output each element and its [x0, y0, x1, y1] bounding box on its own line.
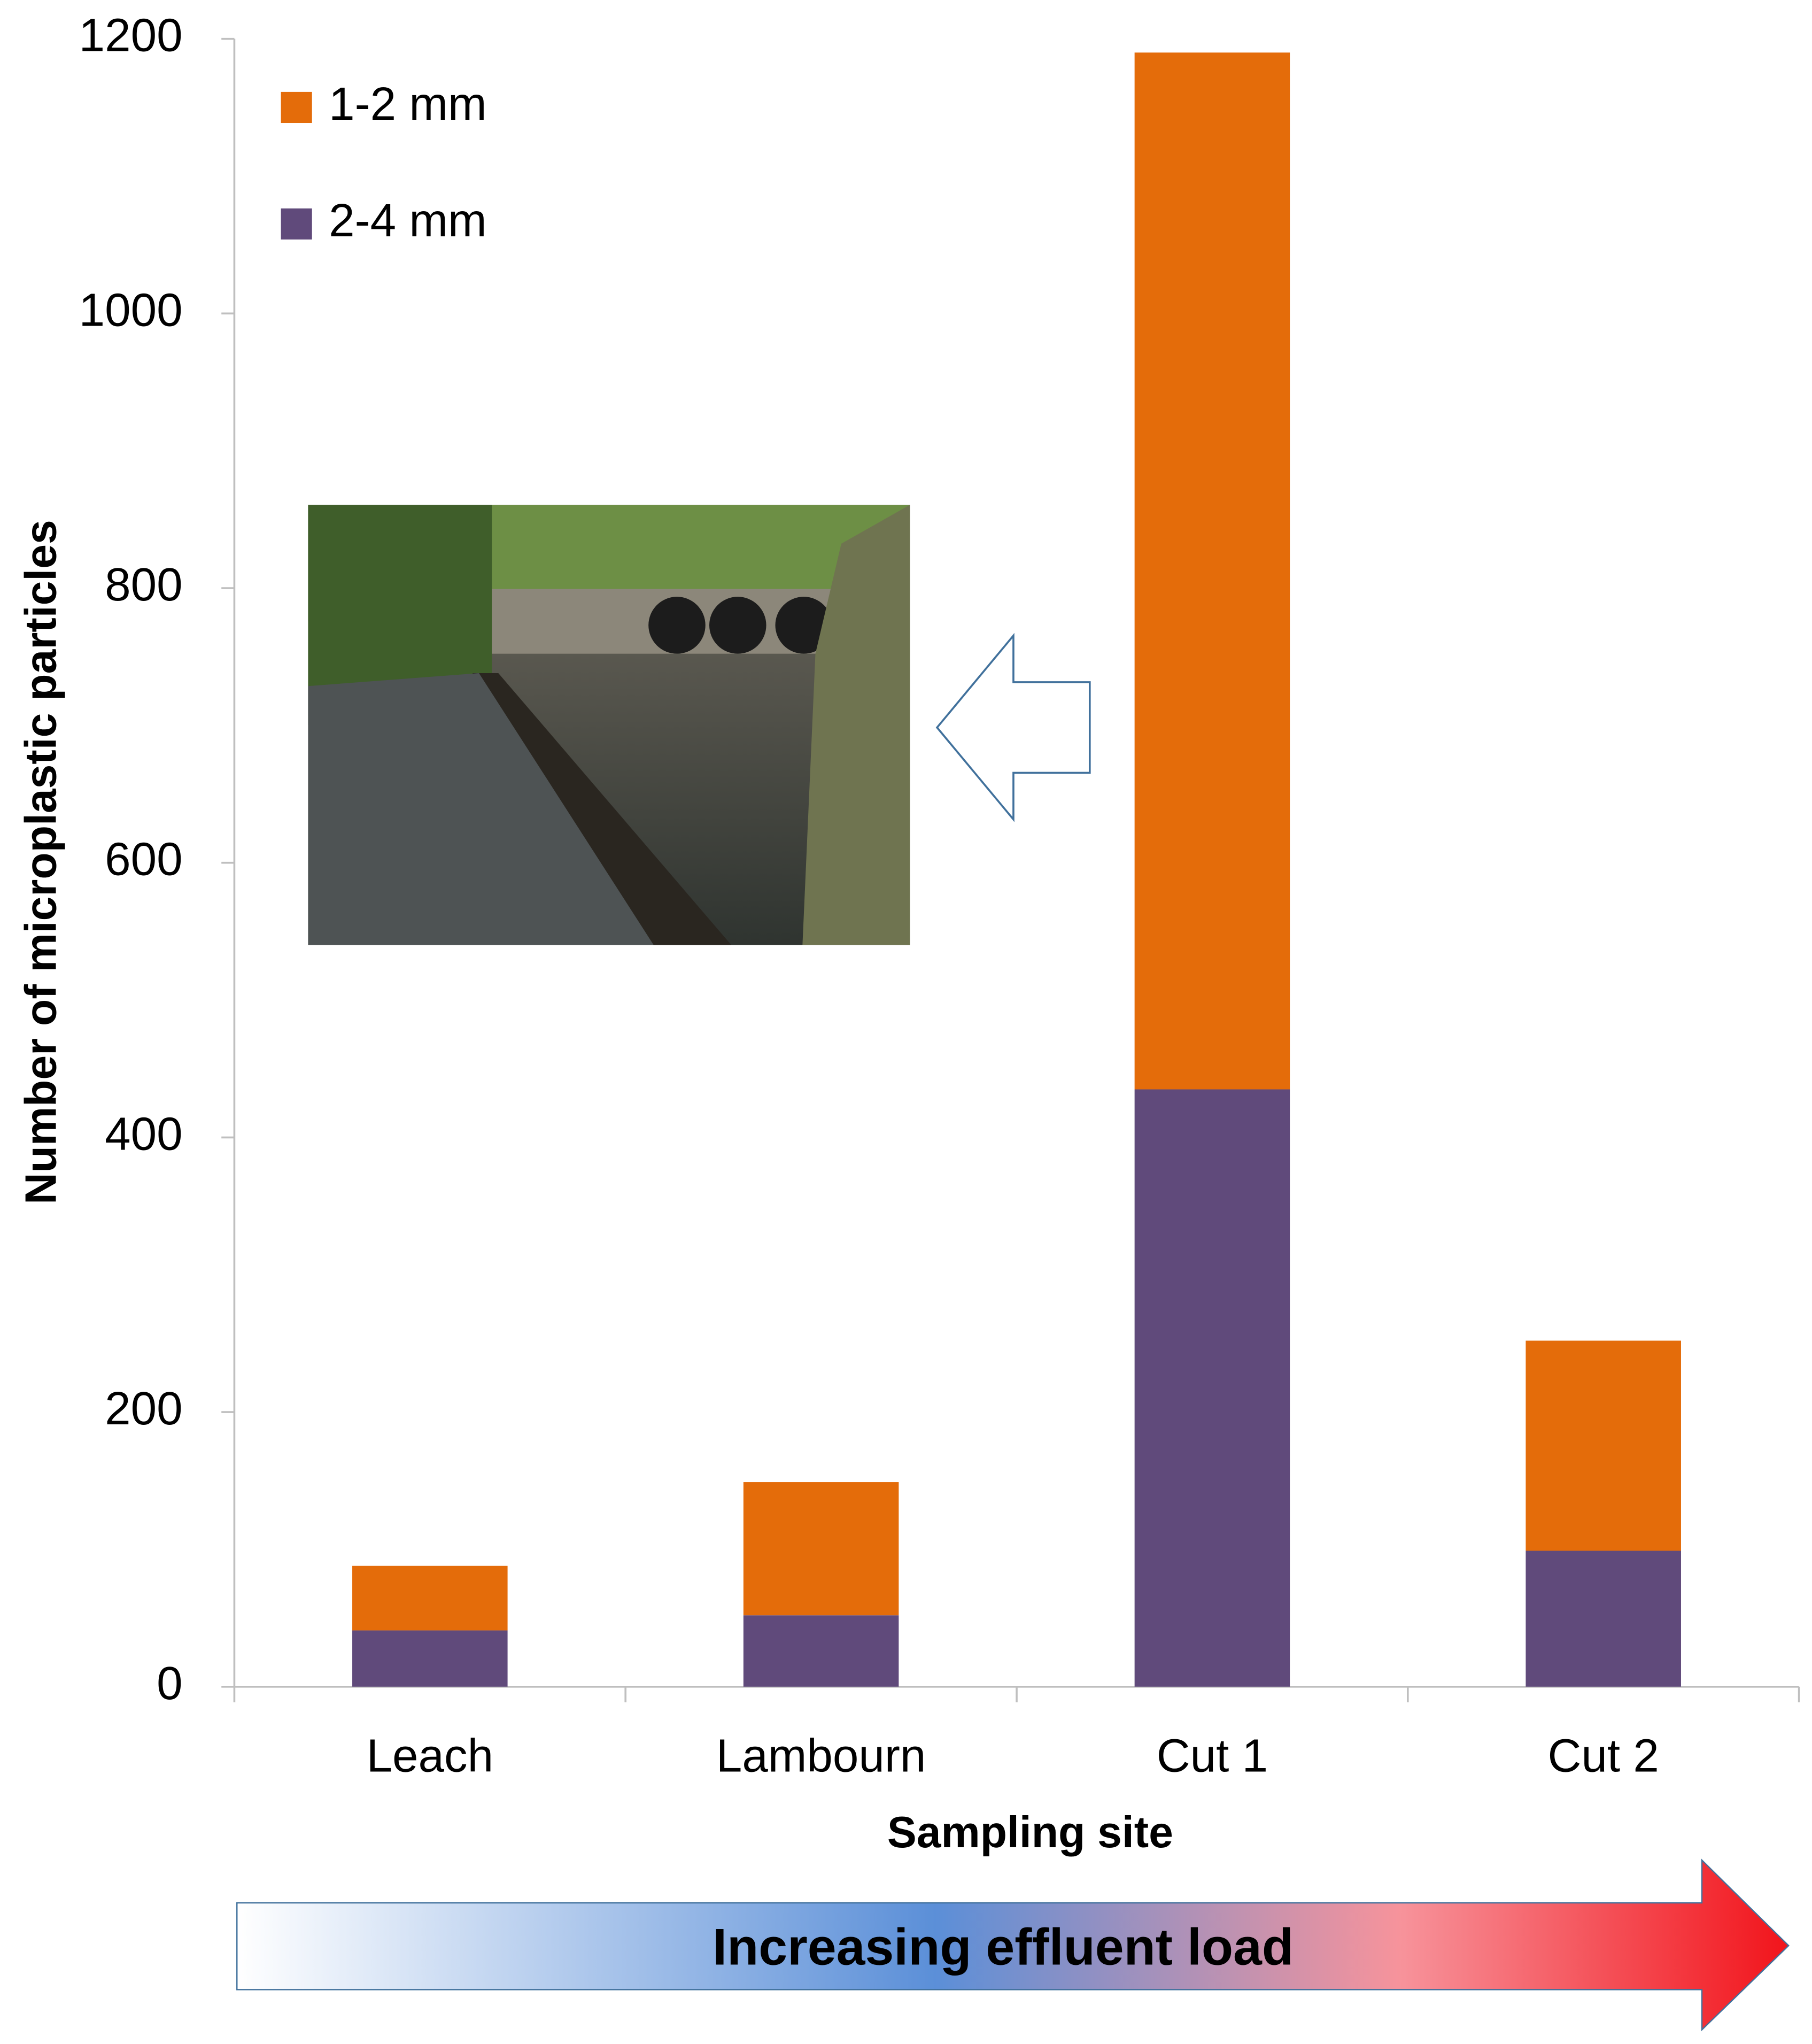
bar-segment	[744, 1615, 899, 1687]
y-tick-label: 1000	[79, 284, 183, 336]
bar-segment	[1526, 1551, 1681, 1686]
y-tick-label: 1200	[79, 10, 183, 61]
bar-segment	[1135, 52, 1290, 1089]
y-tick-label: 400	[105, 1108, 182, 1160]
y-tick-label: 600	[105, 834, 182, 885]
bar-segment	[1135, 1089, 1290, 1686]
legend-label: 1-2 mm	[329, 78, 486, 130]
legend-swatch	[281, 209, 312, 240]
x-tick-label: Cut 1	[1157, 1730, 1268, 1781]
y-tick-label: 200	[105, 1383, 182, 1434]
page: {"chart_data": {"type": "stacked-bar", "…	[0, 0, 1812, 2044]
y-tick-label: 800	[105, 559, 182, 611]
bar-segment	[352, 1630, 508, 1686]
bar-segment	[1526, 1341, 1681, 1551]
photo	[308, 505, 910, 945]
x-tick-label: Cut 2	[1548, 1730, 1659, 1781]
x-tick-label: Leach	[367, 1730, 493, 1781]
x-tick-label: Lambourn	[716, 1730, 926, 1781]
y-tick-label: 0	[157, 1657, 182, 1709]
pointer-arrow	[937, 636, 1090, 820]
legend-swatch	[281, 92, 312, 123]
annotation: Increasing effluent load	[713, 1917, 1294, 1976]
x-axis-title: Sampling site	[887, 1808, 1173, 1857]
legend-label: 2-4 mm	[329, 195, 486, 246]
bar-segment	[352, 1566, 508, 1631]
bar-segment	[744, 1482, 899, 1615]
y-axis-title: Number of microplastic particles	[16, 520, 65, 1205]
chart: Increasing effluent load Sampling site N…	[0, 0, 1812, 2044]
